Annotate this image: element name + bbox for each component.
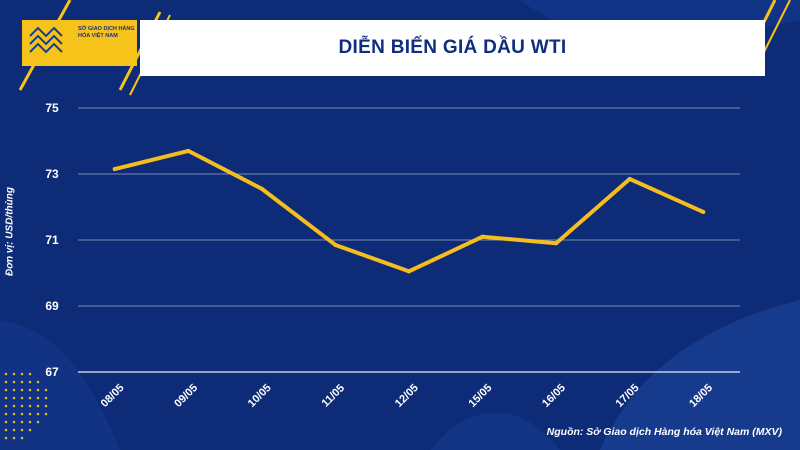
data-point — [554, 241, 559, 246]
logo-text: SỞ GIAO DỊCH HÀNG HÓA VIỆT NAM — [78, 26, 135, 39]
x-tick-label: 18/05 — [687, 382, 715, 410]
data-point — [259, 186, 264, 191]
data-point — [480, 234, 485, 239]
logo-icon — [29, 26, 63, 54]
data-point — [701, 209, 706, 214]
x-tick-label: 12/05 — [393, 382, 421, 410]
data-point — [186, 148, 191, 153]
x-tick-label: 15/05 — [466, 382, 494, 410]
x-tick-label: 08/05 — [99, 382, 127, 410]
logo: SỞ GIAO DỊCH HÀNG HÓA VIỆT NAM — [22, 20, 137, 66]
title-banner: DIỄN BIẾN GIÁ DẦU WTI — [140, 20, 765, 76]
x-tick-label: 16/05 — [540, 382, 568, 410]
data-point — [407, 269, 411, 274]
x-tick-label: 11/05 — [320, 382, 348, 410]
x-tick-label: 09/05 — [172, 382, 200, 410]
y-tick-label: 75 — [45, 101, 59, 115]
y-tick-label: 67 — [45, 365, 59, 379]
source-note: Nguồn: Sở Giao dịch Hàng hóa Việt Nam (M… — [546, 426, 782, 438]
y-tick-label: 71 — [45, 233, 59, 247]
y-tick-label: 69 — [45, 299, 59, 313]
y-tick-label: 73 — [45, 167, 59, 181]
data-point — [627, 176, 632, 181]
x-tick-label: 17/05 — [614, 382, 642, 410]
data-point — [112, 167, 117, 172]
series-line — [112, 148, 706, 274]
chart-title: DIỄN BIẾN GIÁ DẦU WTI — [338, 37, 567, 58]
y-axis-label: Đơn vị: USD/thùng — [4, 187, 16, 276]
data-point — [333, 242, 338, 247]
x-tick-label: 10/05 — [246, 382, 274, 410]
